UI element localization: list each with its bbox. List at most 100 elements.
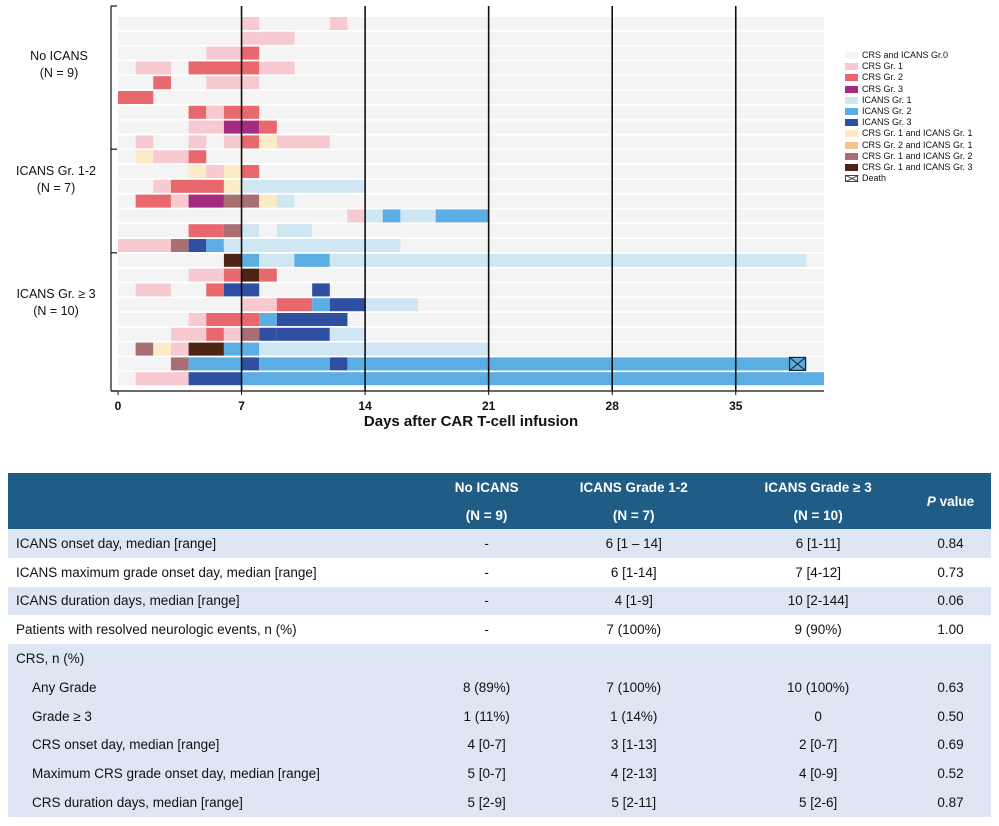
axes (110, 5, 824, 395)
event-segment (223, 135, 242, 149)
cell-no-icans: 8 (89%) (432, 672, 542, 702)
event-segment (223, 239, 401, 252)
week-reference-lines (240, 6, 737, 391)
cell-icans-1-2: 4 [2-13] (541, 759, 727, 789)
cell-pvalue: 0.50 (909, 701, 991, 731)
event-segment (259, 194, 277, 208)
x-tick-label: 35 (729, 399, 743, 413)
legend-item: CRS Gr. 3 (845, 84, 973, 95)
event-segment (259, 357, 330, 371)
event-segment (170, 357, 189, 371)
event-segment (241, 253, 260, 267)
event-segment (135, 135, 154, 149)
event-segment (206, 165, 224, 178)
legend-item: Death (845, 173, 973, 184)
legend-label: Death (862, 173, 887, 184)
group-label-line2: (N = 9) (39, 66, 79, 80)
event-segment (188, 135, 207, 149)
patient-row-bg (118, 268, 824, 282)
legend-swatch (845, 85, 858, 93)
cell-pvalue: 0.63 (909, 672, 991, 702)
death-marker-cross-b (789, 356, 806, 371)
x-tick-label: 21 (482, 399, 496, 413)
event-segment (135, 342, 154, 356)
event-segment (118, 239, 171, 252)
group-label-line1: No ICANS (30, 49, 88, 63)
event-segment (259, 253, 277, 267)
legend-label: ICANS Gr. 3 (862, 117, 912, 128)
event-segment (241, 327, 260, 341)
cell-no-icans: 5 [2-9] (432, 788, 542, 817)
table-row: Patients with resolved neurologic events… (8, 615, 991, 645)
header-no-icans-n: (N = 9) (432, 501, 542, 529)
x-axis-label: Days after CAR T-cell infusion (363, 413, 579, 430)
legend-label: ICANS Gr. 1 (862, 94, 912, 105)
event-segment (206, 313, 260, 326)
patient-row-bg (118, 17, 824, 30)
event-segment (170, 179, 224, 193)
cell-icans-1-2: 7 (100%) (541, 615, 727, 645)
legend-item: CRS Gr. 1 (845, 61, 973, 72)
row-label: Patients with resolved neurologic events… (8, 615, 432, 645)
cell-icans-1-2: 4 [1-9] (541, 586, 727, 616)
event-segment (347, 357, 807, 371)
event-segment (276, 298, 313, 312)
patient-row-bg (118, 165, 824, 178)
group-label-icans-1-2: ICANS Gr. 1-2 (N = 7) (6, 163, 106, 197)
event-segment (241, 165, 260, 178)
cell-icans-3: 10 (100%) (726, 672, 910, 702)
event-segment (259, 179, 366, 193)
group-label-line2: (N = 7) (36, 181, 76, 195)
x-tick-label: 0 (115, 399, 122, 413)
cell-icans-3: 2 [0-7] (726, 730, 910, 760)
event-segment (329, 298, 366, 312)
legend-label: CRS Gr. 1 (862, 61, 904, 72)
x-tick-labels: 0 7 14 21 28 35 (115, 399, 743, 413)
table-row: CRS, n (%) (8, 644, 991, 673)
row-label: Any Grade (8, 672, 432, 702)
header-icans-3: ICANS Grade ≥ 3 (726, 473, 910, 501)
legend-swatch (845, 108, 858, 116)
table-row: Any Grade 8 (89%) 7 (100%) 10 (100%) 0.63 (8, 672, 991, 702)
row-label: Grade ≥ 3 (8, 701, 432, 731)
event-segment (188, 105, 207, 119)
event-segment (188, 342, 224, 356)
legend-item: CRS Gr. 2 and ICANS Gr. 1 (845, 140, 973, 151)
patient-row-bg (118, 105, 824, 119)
event-segment (188, 372, 242, 386)
x-tick-label: 14 (358, 399, 372, 413)
table-row: ICANS duration days, median [range] -4 [1… (8, 586, 991, 616)
cell-icans-1-2: 6 [1-14] (541, 557, 727, 587)
legend-label: CRS Gr. 1 and ICANS Gr. 3 (862, 161, 973, 172)
legend-item: ICANS Gr. 2 (845, 106, 973, 117)
event-segment (312, 298, 330, 312)
legend-item: CRS Gr. 1 and ICANS Gr. 3 (845, 162, 973, 173)
event-segment (241, 17, 260, 30)
group-label-no-icans: No ICANS (N = 9) (14, 48, 104, 82)
event-segment (135, 372, 189, 386)
event-segment (259, 31, 295, 45)
event-segment (135, 194, 171, 208)
event-segment (206, 239, 224, 252)
table-body: ICANS onset day, median [range] -6 [1 – 1… (8, 529, 991, 817)
event-segment (188, 165, 207, 178)
cell-icans-1-2: 1 (14%) (541, 701, 727, 731)
cell-icans-3 (726, 644, 910, 673)
patient-row-bg (118, 283, 824, 297)
cell-no-icans: 5 [0-7] (432, 759, 542, 789)
event-segment (153, 179, 171, 193)
legend-label: CRS Gr. 1 and ICANS Gr. 1 (862, 128, 973, 139)
patient-row-bg (118, 150, 824, 164)
header-icans-1-2-n: (N = 7) (541, 501, 727, 529)
header-icans-3-n: (N = 10) (726, 501, 910, 529)
legend-label: CRS Gr. 1 and ICANS Gr. 2 (862, 150, 973, 161)
header-pvalue-rest: value (935, 493, 975, 509)
legend-item: ICANS Gr. 1 (845, 95, 973, 106)
event-segment (259, 135, 277, 149)
x-tick-label: 7 (238, 399, 245, 413)
event-segment (223, 179, 242, 193)
table-row: ICANS maximum grade onset day, median [r… (8, 557, 991, 587)
legend-swatch (845, 63, 858, 71)
cell-icans-1-2: 6 [1 – 14] (541, 529, 727, 558)
